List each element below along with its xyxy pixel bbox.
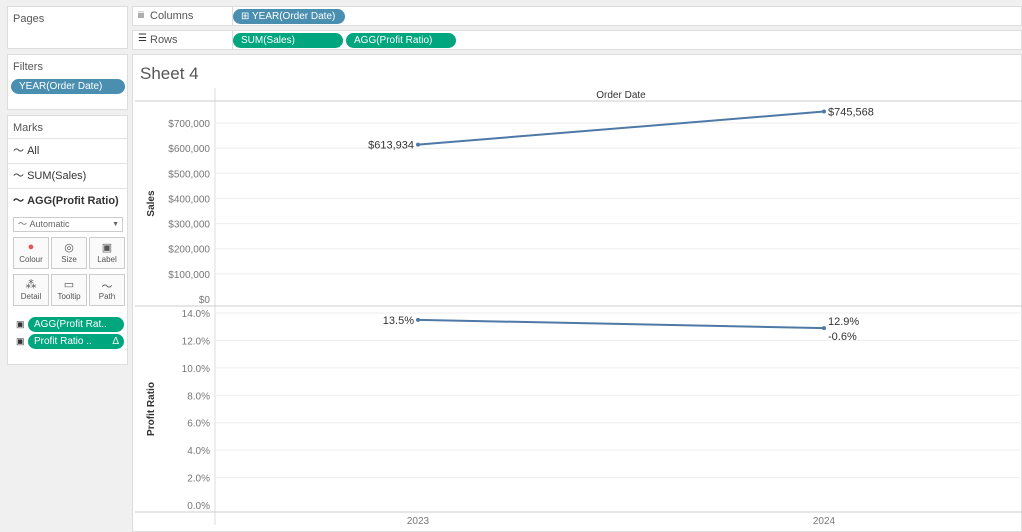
- y-tick-label: 14.0%: [182, 309, 210, 320]
- divider: [232, 7, 233, 26]
- detail-label: Detail: [20, 292, 42, 301]
- detail-button[interactable]: ⁂ Detail: [13, 274, 49, 306]
- divider: [232, 31, 233, 50]
- y-tick-label: 6.0%: [187, 419, 210, 430]
- y-tick-label: 4.0%: [187, 446, 210, 457]
- x-tick-label: 2024: [813, 516, 836, 527]
- y-tick-label: 10.0%: [182, 364, 210, 375]
- columns-pill-year[interactable]: ⊞ YEAR(Order Date): [233, 9, 345, 24]
- rows-label: Rows: [150, 34, 178, 46]
- rows-pill-profit-ratio[interactable]: AGG(Profit Ratio): [346, 33, 456, 48]
- detail-icon: ⁂: [25, 279, 37, 291]
- x-tick-label: 2023: [407, 516, 430, 527]
- label-label: Label: [97, 255, 117, 264]
- marks-pill-profit-ratio-delta[interactable]: Profit Ratio .. Δ: [28, 334, 124, 349]
- tooltip-label: Tooltip: [57, 292, 81, 301]
- y-tick-label: $600,000: [168, 144, 210, 155]
- marks-pill-profit-ratio[interactable]: AGG(Profit Rat..: [28, 317, 124, 332]
- path-button[interactable]: 〜 Path: [89, 274, 125, 306]
- label-field-icon: ▣: [16, 319, 25, 329]
- y-axis-title: Profit Ratio: [146, 382, 157, 436]
- marks-title: Marks: [13, 122, 43, 134]
- filters-title: Filters: [13, 61, 43, 73]
- delta-label: -0.6%: [828, 331, 857, 343]
- colour-button[interactable]: ● Colour: [13, 237, 49, 269]
- data-point: [416, 142, 420, 147]
- pill-text: YEAR(Order Date): [251, 11, 336, 22]
- tooltip-button[interactable]: ▭ Tooltip: [51, 274, 87, 306]
- column-header: Order Date: [596, 90, 646, 101]
- chevron-down-icon: ▼: [112, 221, 119, 228]
- size-button[interactable]: ◎ Size: [51, 237, 87, 269]
- marks-sales-label: SUM(Sales): [27, 170, 87, 182]
- pages-title: Pages: [13, 13, 45, 25]
- y-tick-label: 2.0%: [187, 474, 210, 485]
- data-point: [416, 317, 420, 322]
- data-point: [822, 326, 826, 331]
- y-axis-title: Sales: [146, 190, 157, 217]
- rows-icon: ☰: [138, 33, 147, 44]
- columns-shelf: iii Columns ⊞ YEAR(Order Date): [132, 6, 1022, 26]
- rows-shelf: ☰ Rows SUM(Sales) AGG(Profit Ratio): [132, 30, 1022, 50]
- marks-profit-label: AGG(Profit Ratio): [27, 195, 119, 207]
- data-point: [822, 109, 826, 114]
- mark-type-select[interactable]: 〜 Automatic ▼: [13, 217, 123, 232]
- view-area: Sheet 4: [132, 54, 1022, 532]
- y-tick-label: 8.0%: [187, 391, 210, 402]
- label-button[interactable]: ▣ Label: [89, 237, 125, 269]
- sheet-title: Sheet 4: [140, 64, 199, 83]
- y-tick-label: $700,000: [168, 119, 210, 130]
- y-tick-label: $0: [199, 295, 211, 306]
- label-field-icon: ▣: [16, 336, 25, 346]
- rows-pill-sales[interactable]: SUM(Sales): [233, 33, 343, 48]
- data-label: $613,934: [368, 140, 414, 152]
- data-label: $745,568: [828, 107, 874, 119]
- y-tick-label: $400,000: [168, 194, 210, 205]
- columns-icon: iii: [138, 10, 144, 20]
- y-tick-label: $300,000: [168, 220, 210, 231]
- y-tick-label: $200,000: [168, 245, 210, 256]
- series-line: [417, 318, 825, 330]
- filters-card: Filters YEAR(Order Date): [7, 54, 128, 110]
- marks-all[interactable]: 〜 All: [8, 138, 127, 163]
- size-icon: ◎: [64, 242, 74, 254]
- colour-label: Colour: [19, 255, 43, 264]
- delta-icon: Δ: [112, 336, 119, 347]
- marks-sum-sales[interactable]: 〜 SUM(Sales): [8, 163, 127, 188]
- marks-card: Marks 〜 All 〜 SUM(Sales) 〜 AGG(Profit Ra…: [7, 115, 128, 365]
- y-tick-label: $100,000: [168, 270, 210, 281]
- filter-pill-year[interactable]: YEAR(Order Date): [11, 79, 125, 94]
- data-label: 12.9%: [828, 316, 859, 328]
- y-tick-label: $500,000: [168, 169, 210, 180]
- series-line: [417, 110, 825, 146]
- y-tick-label: 12.0%: [182, 336, 210, 347]
- path-icon: 〜: [101, 281, 113, 293]
- path-label: Path: [98, 292, 116, 301]
- size-label: Size: [61, 255, 77, 264]
- columns-label: Columns: [150, 10, 194, 22]
- label-icon: ▣: [101, 242, 113, 254]
- marks-all-label: All: [27, 145, 40, 157]
- tooltip-icon: ▭: [63, 279, 75, 291]
- y-tick-label: 0.0%: [187, 501, 210, 512]
- mark-type-value: Automatic: [29, 219, 70, 229]
- colour-icon: ●: [27, 241, 35, 253]
- marks-agg-profit[interactable]: 〜 AGG(Profit Ratio): [8, 188, 127, 213]
- pages-card: Pages: [7, 6, 128, 49]
- data-label: 13.5%: [383, 315, 414, 327]
- pill-text: Profit Ratio ..: [34, 336, 92, 347]
